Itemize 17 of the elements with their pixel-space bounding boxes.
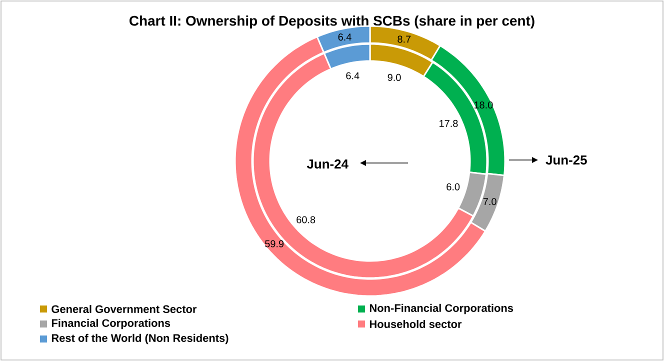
legend-label: Financial Corporations <box>52 318 170 330</box>
data-label: 6.4 <box>338 34 352 41</box>
data-label: 7.0 <box>483 198 496 206</box>
slice-label: Jun-25 <box>546 155 587 165</box>
legend-label: Household sector <box>370 320 462 328</box>
data-label: 6.4 <box>346 72 360 80</box>
legend-label: General Government Sector <box>52 304 197 314</box>
legend-label: Non-Financial Corporations <box>370 304 514 314</box>
slice-label: Jun-24 <box>306 159 348 169</box>
data-label: 60.8 <box>296 216 316 224</box>
data-label: 8.7 <box>398 36 411 43</box>
chart-title: Chart II: Ownership of Deposits with SCBs (share in per cent) <box>130 15 534 28</box>
data-label: 9.0 <box>388 74 401 81</box>
data-label: 17.8 <box>440 120 458 127</box>
data-label: 6.0 <box>446 183 460 190</box>
legend-label: Rest of the World (Non Residents) <box>52 334 228 344</box>
data-label: 59.9 <box>265 240 284 248</box>
